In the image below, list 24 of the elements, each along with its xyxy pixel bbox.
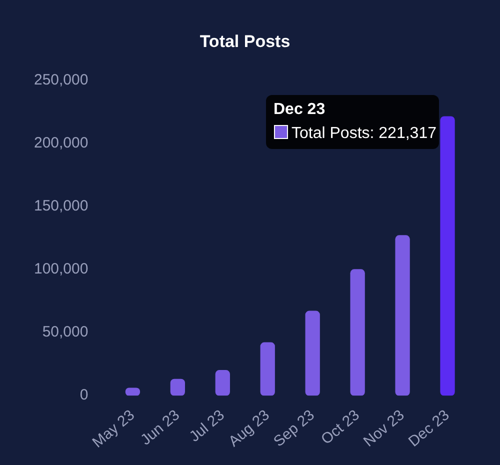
x-tick-label: May 23 — [89, 406, 138, 452]
x-tick-label: Jun 23 — [137, 406, 183, 449]
bar — [170, 378, 186, 396]
annotation: Dec 23 — [274, 100, 326, 119]
x-tick-label: Oct 23 — [318, 406, 363, 448]
bar — [395, 235, 410, 396]
annotation: Total Posts: 221,317 — [290, 124, 436, 143]
bar — [305, 310, 320, 396]
x-tick-label: Dec 23 — [405, 406, 453, 450]
x-tick-label: Aug 23 — [226, 406, 273, 450]
y-tick-label: 250,000 — [34, 72, 88, 89]
x-tick-label: Jul 23 — [186, 406, 228, 446]
bar — [215, 370, 230, 396]
bar — [440, 116, 455, 396]
y-tick-label: 150,000 — [34, 198, 88, 215]
chart-title: Total Posts — [200, 32, 290, 51]
y-tick-label: 0 — [80, 386, 88, 404]
x-tick-label: Nov 23 — [360, 406, 408, 450]
bar — [350, 269, 365, 396]
y-tick-label: 200,000 — [34, 134, 88, 152]
x-tick-label: Sep 23 — [270, 406, 318, 450]
y-tick-label: 100,000 — [34, 260, 88, 278]
y-tick-label: 50,000 — [42, 324, 88, 341]
bar — [260, 342, 275, 396]
